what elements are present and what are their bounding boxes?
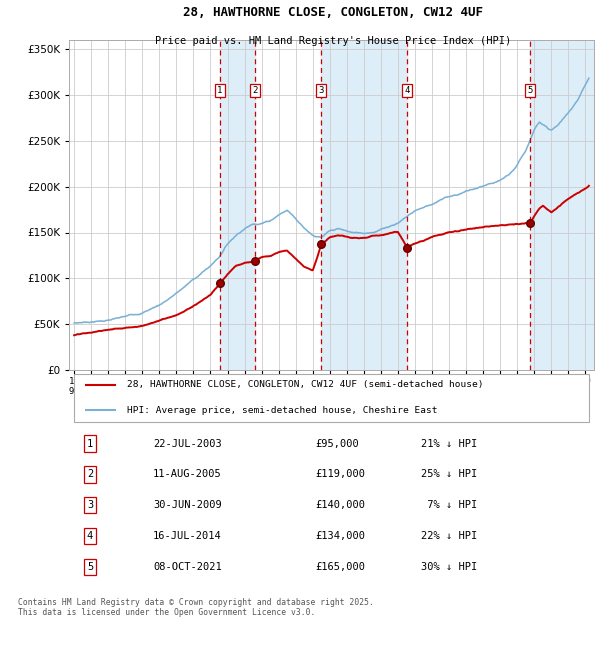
Text: 22-JUL-2003: 22-JUL-2003 [153, 439, 222, 448]
Text: 3: 3 [319, 86, 324, 95]
Text: £134,000: £134,000 [316, 531, 366, 541]
Bar [530, 40, 594, 370]
Text: £165,000: £165,000 [316, 562, 366, 572]
Text: 1: 1 [217, 86, 223, 95]
Text: 4: 4 [404, 86, 410, 95]
Text: £140,000: £140,000 [316, 500, 366, 510]
Text: 7% ↓ HPI: 7% ↓ HPI [421, 500, 477, 510]
Text: Contains HM Land Registry data © Crown copyright and database right 2025.
This d: Contains HM Land Registry data © Crown c… [18, 598, 374, 617]
Text: 30-JUN-2009: 30-JUN-2009 [153, 500, 222, 510]
Text: 28, HAWTHORNE CLOSE, CONGLETON, CW12 4UF: 28, HAWTHORNE CLOSE, CONGLETON, CW12 4UF [183, 6, 483, 20]
Text: 2: 2 [87, 469, 93, 480]
Text: 5: 5 [528, 86, 533, 95]
Text: 30% ↓ HPI: 30% ↓ HPI [421, 562, 477, 572]
Text: £119,000: £119,000 [316, 469, 366, 480]
Text: 21% ↓ HPI: 21% ↓ HPI [421, 439, 477, 448]
Text: 1: 1 [87, 439, 93, 448]
Text: Price paid vs. HM Land Registry's House Price Index (HPI): Price paid vs. HM Land Registry's House … [155, 36, 511, 46]
Text: 16-JUL-2014: 16-JUL-2014 [153, 531, 222, 541]
Text: 2: 2 [253, 86, 258, 95]
FancyBboxPatch shape [74, 374, 589, 422]
Text: 11-AUG-2005: 11-AUG-2005 [153, 469, 222, 480]
Text: 28, HAWTHORNE CLOSE, CONGLETON, CW12 4UF (semi-detached house): 28, HAWTHORNE CLOSE, CONGLETON, CW12 4UF… [127, 380, 483, 389]
Text: HPI: Average price, semi-detached house, Cheshire East: HPI: Average price, semi-detached house,… [127, 406, 437, 415]
Text: 3: 3 [87, 500, 93, 510]
Bar [220, 40, 255, 370]
Text: £95,000: £95,000 [316, 439, 359, 448]
Text: 08-OCT-2021: 08-OCT-2021 [153, 562, 222, 572]
Text: 5: 5 [87, 562, 93, 572]
Bar [321, 40, 407, 370]
Text: 25% ↓ HPI: 25% ↓ HPI [421, 469, 477, 480]
Text: 22% ↓ HPI: 22% ↓ HPI [421, 531, 477, 541]
Text: 4: 4 [87, 531, 93, 541]
